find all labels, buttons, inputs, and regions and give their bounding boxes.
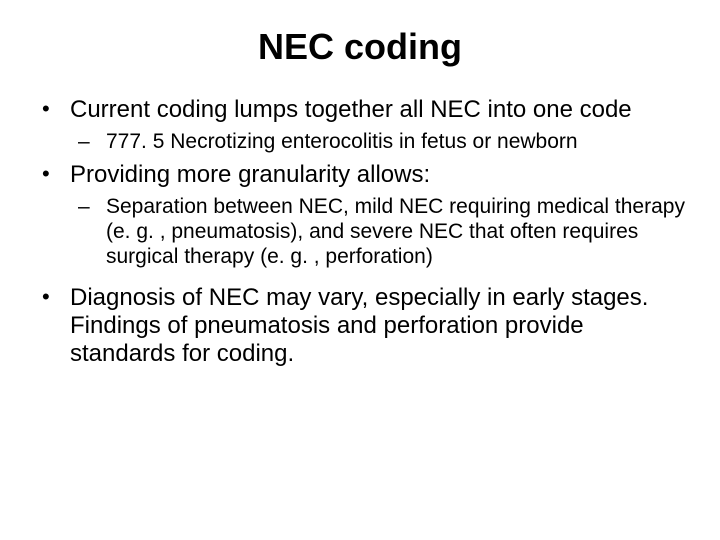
bullet-list: Current coding lumps together all NEC in… [30,96,690,369]
sub-bullet-list: Separation between NEC, mild NEC requiri… [70,195,690,269]
slide-title: NEC coding [30,26,690,68]
sub-bullet-item: Separation between NEC, mild NEC requiri… [70,195,690,269]
sub-bullet-text: Separation between NEC, mild NEC requiri… [106,195,685,268]
sub-bullet-item: 777. 5 Necrotizing enterocolitis in fetu… [70,130,690,155]
bullet-text: Providing more granularity allows: [70,161,430,188]
sub-bullet-list: 777. 5 Necrotizing enterocolitis in fetu… [70,130,690,155]
bullet-item: Current coding lumps together all NEC in… [30,96,690,155]
bullet-item: Providing more granularity allows: Separ… [30,161,690,270]
bullet-text: Current coding lumps together all NEC in… [70,96,632,123]
sub-bullet-text: 777. 5 Necrotizing enterocolitis in fetu… [106,130,578,153]
bullet-item: Diagnosis of NEC may vary, especially in… [30,284,690,369]
bullet-text: Diagnosis of NEC may vary, especially in… [70,284,648,368]
slide-container: NEC coding Current coding lumps together… [0,0,720,540]
